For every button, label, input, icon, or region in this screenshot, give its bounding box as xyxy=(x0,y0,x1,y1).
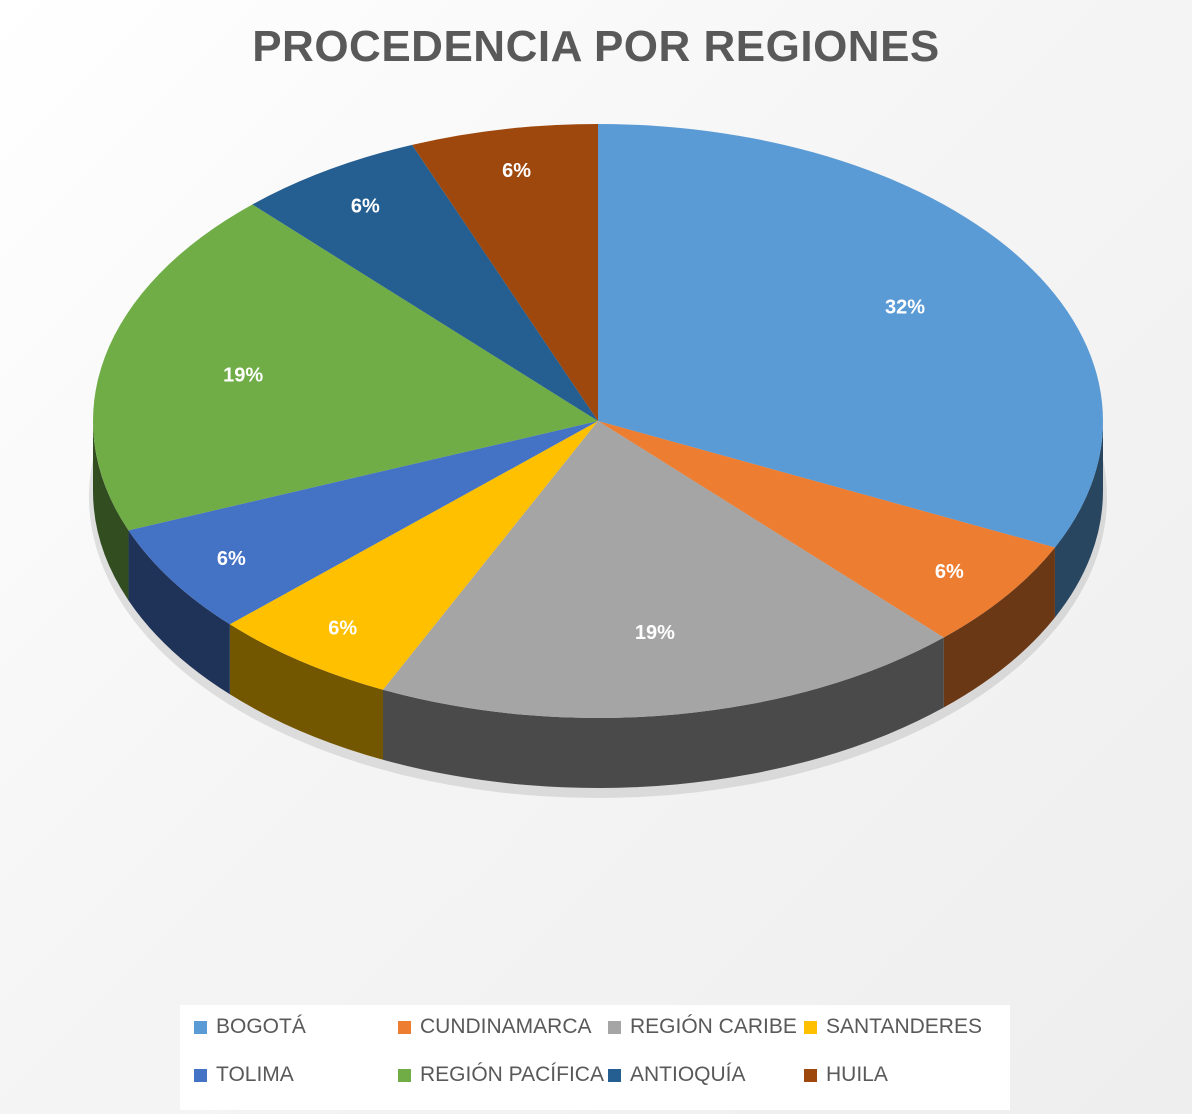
legend-swatch xyxy=(608,1068,621,1082)
legend-label: SANTANDERES xyxy=(826,1015,982,1038)
pie-slice-antioquia xyxy=(252,144,598,421)
data-label-tolima: 6% xyxy=(217,548,246,570)
data-label-region-pacifica: 19% xyxy=(223,364,263,386)
legend-label: REGIÓN PACÍFICA xyxy=(420,1063,604,1086)
legend-label: BOGOTÁ xyxy=(216,1015,306,1038)
legend-swatch xyxy=(608,1020,621,1034)
chart-title: PROCEDENCIA POR REGIONES xyxy=(252,22,940,71)
legend-swatch xyxy=(804,1068,817,1082)
legend-item-santanderes: SANTANDERES xyxy=(804,1015,982,1039)
legend-label: REGIÓN CARIBE xyxy=(630,1015,797,1038)
data-label-cundinamarca: 6% xyxy=(935,561,964,583)
data-label-bogota: 32% xyxy=(885,296,925,318)
legend-label: ANTIOQUÍA xyxy=(630,1063,746,1086)
data-label-antioquia: 6% xyxy=(351,195,380,217)
legend: BOGOTÁ CUNDINAMARCA REGIÓN CARIBE SANTANDER… xyxy=(180,1005,1010,1110)
pie-slice-tolima xyxy=(128,421,598,625)
legend-swatch xyxy=(398,1068,411,1082)
pie-slice-bogota xyxy=(598,124,1103,548)
pie-side-cundinamarca xyxy=(943,547,1055,708)
pie-slice-huila xyxy=(412,124,598,421)
pie-side-region-caribe xyxy=(382,637,944,788)
legend-swatch xyxy=(804,1020,817,1034)
legend-item-huila: HUILA xyxy=(804,1063,888,1087)
legend-label: HUILA xyxy=(826,1063,888,1086)
legend-label: CUNDINAMARCA xyxy=(420,1015,592,1038)
pie-side-tolima xyxy=(128,530,230,695)
data-label-huila: 6% xyxy=(502,160,531,182)
legend-item-antioquia: ANTIOQUÍA xyxy=(608,1063,746,1087)
pie-slice-region-caribe xyxy=(382,421,944,718)
data-label-region-caribe: 19% xyxy=(635,622,675,644)
legend-item-region-pacifica: REGIÓN PACÍFICA xyxy=(398,1063,604,1087)
pie-slice-santanderes xyxy=(229,421,598,690)
legend-item-region-caribe: REGIÓN CARIBE xyxy=(608,1015,797,1039)
pie-side-region-pacifica xyxy=(93,421,129,601)
legend-item-cundinamarca: CUNDINAMARCA xyxy=(398,1015,592,1039)
pie-side-santanderes xyxy=(229,624,383,760)
pie-slice-region-pacifica xyxy=(92,204,598,531)
legend-item-tolima: TOLIMA xyxy=(194,1063,294,1087)
pie-slice-cundinamarca xyxy=(598,421,1055,638)
legend-swatch xyxy=(398,1020,411,1034)
data-label-santanderes: 6% xyxy=(328,618,357,640)
legend-label: TOLIMA xyxy=(216,1063,294,1086)
pie-side-bogota xyxy=(1054,421,1103,618)
legend-swatch xyxy=(194,1020,207,1034)
legend-item-bogota: BOGOTÁ xyxy=(194,1015,306,1039)
legend-swatch xyxy=(194,1068,207,1082)
